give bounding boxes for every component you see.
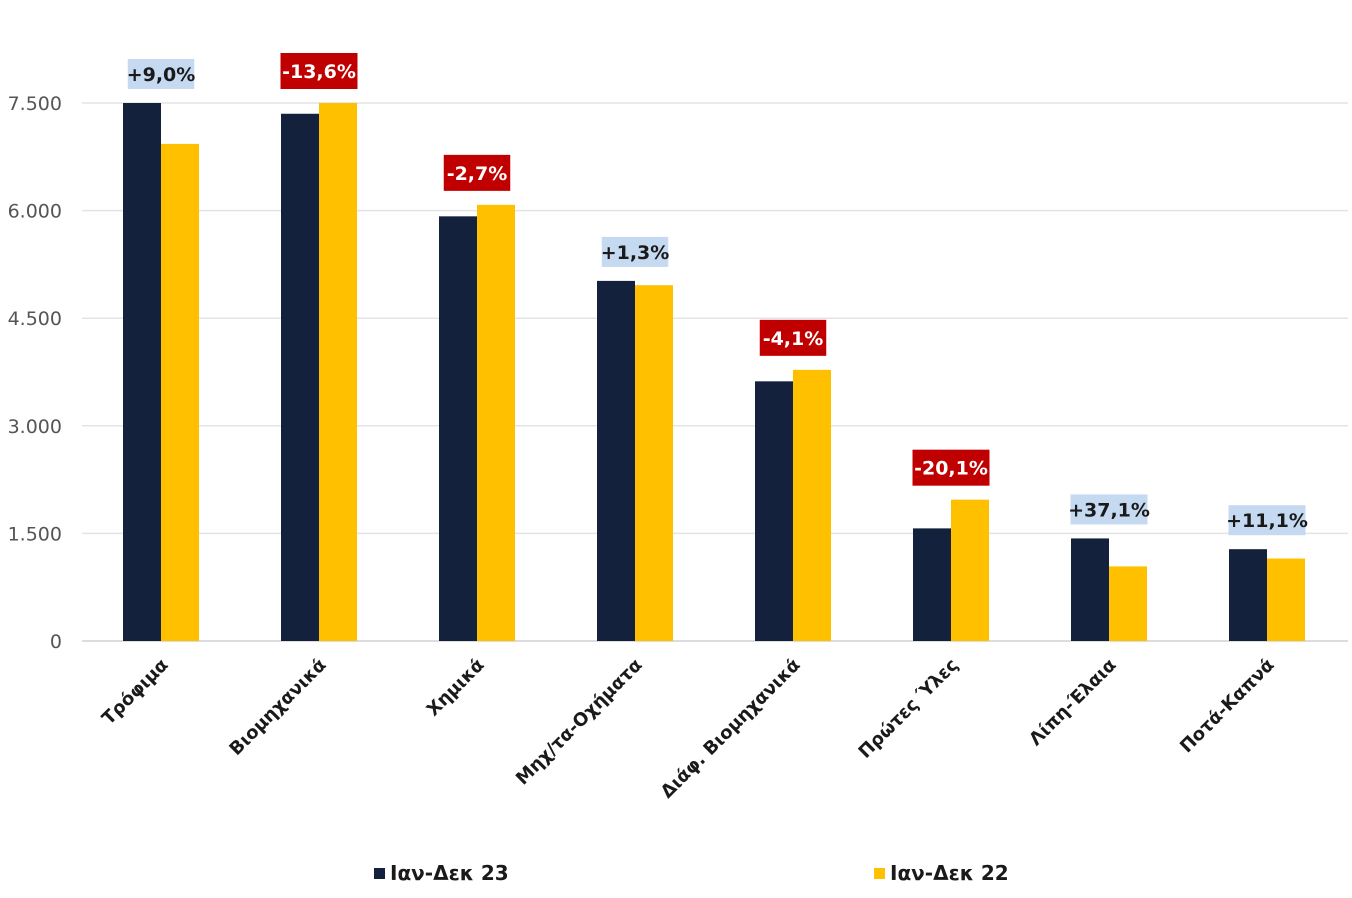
bar-series-2	[1109, 566, 1147, 641]
bar-series-2	[793, 369, 831, 641]
bar-series-1	[597, 280, 635, 641]
change-badge-label: -20,1%	[914, 458, 988, 480]
change-badge	[127, 59, 195, 89]
y-tick-label: 7.500	[8, 93, 62, 115]
bar-series-1	[913, 528, 951, 641]
bar-series-2	[635, 285, 673, 641]
y-tick-label: 4.500	[8, 308, 62, 330]
legend-swatch-series-1	[374, 867, 385, 879]
bar-series-2	[319, 103, 357, 641]
legend-item-series-2: Ιαν-Δεκ 22	[874, 858, 1009, 888]
change-badge-label: +1,3%	[601, 242, 670, 264]
legend-item-series-1: Ιαν-Δεκ 23	[374, 858, 509, 888]
change-badge	[912, 449, 990, 486]
change-badge-label: +9,0%	[127, 64, 196, 86]
change-badge	[1070, 494, 1148, 525]
legend-label-series-2: Ιαν-Δεκ 22	[890, 861, 1009, 885]
bar-series-1	[1071, 538, 1109, 641]
bar-series-2	[951, 499, 989, 641]
bar-series-1	[439, 216, 477, 641]
change-badge-label: +11,1%	[1226, 510, 1308, 532]
y-tick-label: 3.000	[8, 416, 62, 438]
x-category-label: Ποτά-Καπνά	[1176, 655, 1278, 757]
change-badge-label: -13,6%	[282, 61, 356, 83]
x-category-label: Χημικά	[423, 655, 489, 721]
y-tick-label: 1.500	[8, 523, 62, 545]
change-badge-label: -2,7%	[447, 163, 508, 185]
bar-series-1	[281, 113, 319, 641]
x-category-label: Διάφ. Βιομηχανικά	[657, 655, 805, 803]
x-category-label: Βιομηχανικά	[225, 655, 330, 760]
change-badge-label: -4,1%	[763, 328, 824, 350]
bar-series-2	[477, 204, 515, 641]
change-badge	[1228, 505, 1306, 536]
change-badge	[280, 53, 358, 89]
y-tick-label: 0	[50, 631, 62, 653]
bar-series-2	[1267, 558, 1305, 641]
change-badge	[443, 154, 511, 191]
bar-series-1	[1229, 549, 1267, 641]
y-tick-label: 6.000	[8, 201, 62, 223]
bar-series-2	[161, 143, 199, 641]
x-category-label: Πρώτες Ύλες	[855, 655, 963, 763]
x-category-label: Μηχ/τα-Οχήματα	[512, 655, 647, 790]
bar-series-1	[123, 103, 161, 641]
x-category-label: Τρόφιμα	[98, 655, 172, 729]
bar-series-1	[755, 381, 793, 641]
change-badge	[601, 236, 669, 267]
change-badge	[759, 319, 827, 356]
legend-label-series-1: Ιαν-Δεκ 23	[390, 861, 509, 885]
change-badge-label: +37,1%	[1068, 499, 1150, 521]
legend-swatch-series-2	[874, 867, 885, 879]
x-category-label: Λίπη-Έλαια	[1025, 655, 1120, 750]
